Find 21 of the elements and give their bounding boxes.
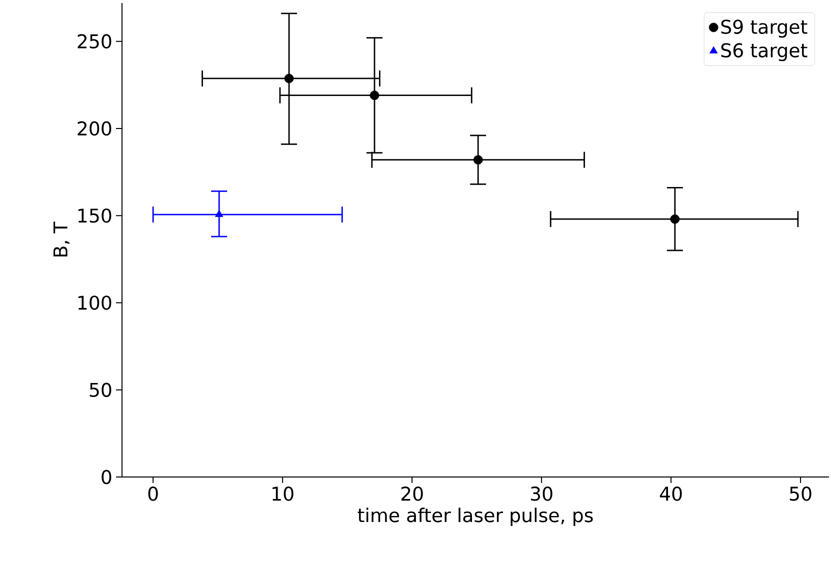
x-tick-label: 10 (272, 486, 294, 501)
x-tick-label: 20 (401, 486, 423, 501)
y-tick-label: 250 (78, 34, 112, 48)
y-tick-label: 200 (78, 121, 112, 136)
point (370, 90, 380, 100)
x-tick-label: 40 (660, 486, 682, 501)
point (215, 210, 224, 217)
y-axis-title: B, T (54, 222, 70, 256)
y-tick-label: 50 (90, 382, 112, 398)
x-tick-label: 0 (148, 486, 158, 501)
point (473, 155, 483, 165)
y-tick-label: 150 (78, 208, 112, 223)
x-tick-label: 30 (530, 486, 552, 501)
y-tick-label: 100 (78, 296, 112, 310)
legend-label: S6 target (721, 43, 808, 62)
x-tick-label: 50 (790, 486, 812, 501)
legend-label: S9 target (721, 20, 808, 38)
x-axis-title: time after laser pulse, ps (358, 508, 593, 526)
point (284, 74, 294, 84)
point (670, 214, 680, 224)
y-tick-label: 0 (102, 470, 112, 484)
